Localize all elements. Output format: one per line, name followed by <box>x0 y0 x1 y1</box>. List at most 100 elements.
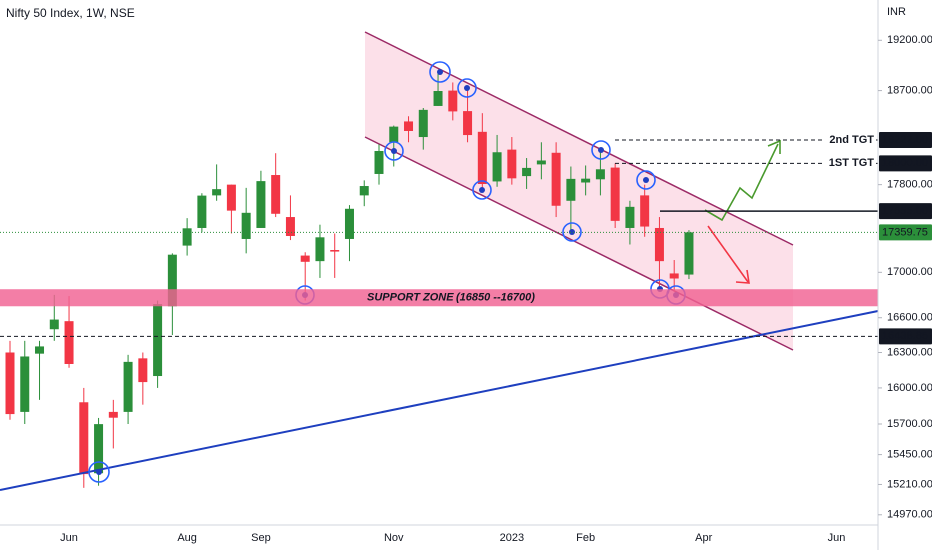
dot <box>391 148 397 154</box>
candle-body <box>64 321 74 364</box>
x-tick-label: Sep <box>251 532 271 544</box>
dot <box>569 229 575 235</box>
candle-body <box>35 346 45 354</box>
candle-body <box>507 149 517 179</box>
candle-body <box>330 250 340 252</box>
circle <box>384 141 404 161</box>
candle-body <box>522 167 532 177</box>
candle-body <box>300 255 310 262</box>
y-tick-label: 15210.00 <box>887 478 932 490</box>
price-label: 16438.85 <box>882 330 928 342</box>
x-tick-label: Apr <box>695 532 712 544</box>
bear-arrowhead <box>735 269 750 284</box>
circle <box>429 61 451 83</box>
price-label-bg <box>879 131 932 148</box>
candle-body <box>285 217 295 236</box>
circle <box>562 222 582 242</box>
trend-line <box>0 310 879 491</box>
candle-body <box>640 195 650 227</box>
circle <box>636 170 656 190</box>
candle-body <box>153 304 163 377</box>
candle-body <box>669 273 679 279</box>
candle-body <box>271 175 281 214</box>
y-tick-label: 16000.00 <box>887 382 932 394</box>
zone-range-label: (16850 --16700) <box>456 292 535 304</box>
level-name-bg <box>824 155 876 172</box>
candle-body <box>49 319 59 330</box>
chart-title: Nifty 50 Index, 1W, NSE <box>6 6 135 20</box>
candle-body <box>344 208 354 239</box>
candle-body <box>182 228 192 246</box>
candle-body <box>536 160 546 165</box>
candle-body <box>492 152 502 182</box>
price-label-bg <box>879 155 932 172</box>
circle <box>591 140 611 160</box>
price-label-bg <box>879 203 932 220</box>
price-label: 17359.75 <box>882 226 928 238</box>
candle-body <box>448 90 458 112</box>
y-tick-label: 16600.00 <box>887 312 932 324</box>
y-tick-label: 18700.00 <box>887 85 932 97</box>
bear-arrow <box>707 225 749 283</box>
candle-body <box>404 121 414 131</box>
circle <box>472 180 492 200</box>
candle-body <box>463 111 473 136</box>
dot <box>437 69 443 75</box>
candle-body <box>389 126 399 143</box>
dot <box>479 187 485 193</box>
bull-arrowhead <box>767 139 781 154</box>
x-tick-label: 2023 <box>500 532 524 544</box>
candle-body <box>212 189 222 196</box>
price-label: 17555.00 <box>882 205 928 217</box>
candle-body <box>241 212 251 239</box>
candles <box>5 71 694 488</box>
y-tick-label: 16300.00 <box>887 346 932 358</box>
axis-background <box>878 0 932 550</box>
channel-top <box>364 31 794 246</box>
candle-body <box>226 184 236 211</box>
candle-body <box>123 361 133 412</box>
price-label-bg <box>879 224 932 241</box>
circle <box>457 78 477 98</box>
candle-body <box>108 411 118 418</box>
candle-body <box>551 152 561 206</box>
dot <box>96 469 102 475</box>
y-tick-label: 15700.00 <box>887 418 932 430</box>
candle-body <box>610 167 620 221</box>
level-name-bg <box>824 131 876 148</box>
price-label: 18222.00 <box>882 134 928 146</box>
y-tick-label: 15450.00 <box>887 449 932 461</box>
level-name: 1ST TGT <box>829 157 875 169</box>
candle-body <box>433 91 443 106</box>
level-name: 2nd TGT <box>829 134 874 146</box>
x-tick-label: Aug <box>177 532 197 544</box>
price-label: 18000.00 <box>882 157 928 169</box>
y-tick-label: 14970.00 <box>887 509 932 521</box>
bull-path <box>704 143 779 222</box>
candle-body <box>684 232 694 275</box>
x-tick-label: Nov <box>384 532 404 544</box>
candle-body <box>654 227 664 262</box>
y-tick-label: 17800.00 <box>887 179 932 191</box>
channel-bottom <box>364 136 794 351</box>
candle-body <box>581 178 591 183</box>
x-tick-label: Jun <box>60 532 78 544</box>
x-tick-label: Jun <box>828 532 846 544</box>
candle-body <box>595 169 605 180</box>
y-tick-label: 17000.00 <box>887 266 932 278</box>
dot <box>643 177 649 183</box>
dot <box>464 85 470 91</box>
candle-body <box>374 150 384 174</box>
candle-body <box>256 181 266 228</box>
candle-body <box>20 356 30 412</box>
axis-unit: INR <box>887 6 906 18</box>
zone-label: SUPPORT ZONE <box>367 292 454 304</box>
candle-body <box>359 186 369 196</box>
price-label-bg <box>879 328 932 345</box>
candle-body <box>477 131 487 185</box>
dot <box>598 147 604 153</box>
candle-body <box>79 402 89 475</box>
candle-body <box>197 195 207 228</box>
